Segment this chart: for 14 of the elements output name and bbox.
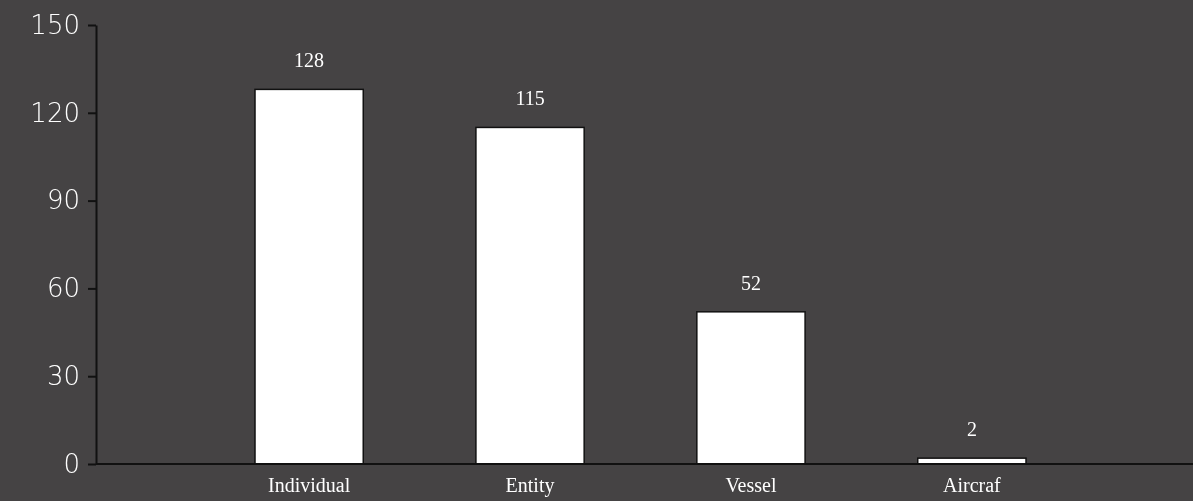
x-tick-label: Vessel [725, 474, 777, 496]
data-label: 2 [966, 418, 977, 441]
x-tick-label: Entity [505, 474, 555, 497]
data-label: 52 [740, 271, 761, 294]
y-tick-label: 60 [46, 273, 80, 304]
y-tick-label: 90 [46, 185, 80, 216]
y-tick-label: 120 [30, 97, 80, 128]
x-tick-label: Individual [268, 474, 351, 496]
x-tick-label: Aircraf [943, 474, 1002, 496]
y-tick-label: 150 [30, 9, 80, 40]
y-tick-label: 30 [46, 361, 80, 392]
data-label: 128 [294, 49, 325, 72]
data-label: 115 [515, 87, 545, 110]
y-tick-label: 0 [63, 448, 80, 479]
